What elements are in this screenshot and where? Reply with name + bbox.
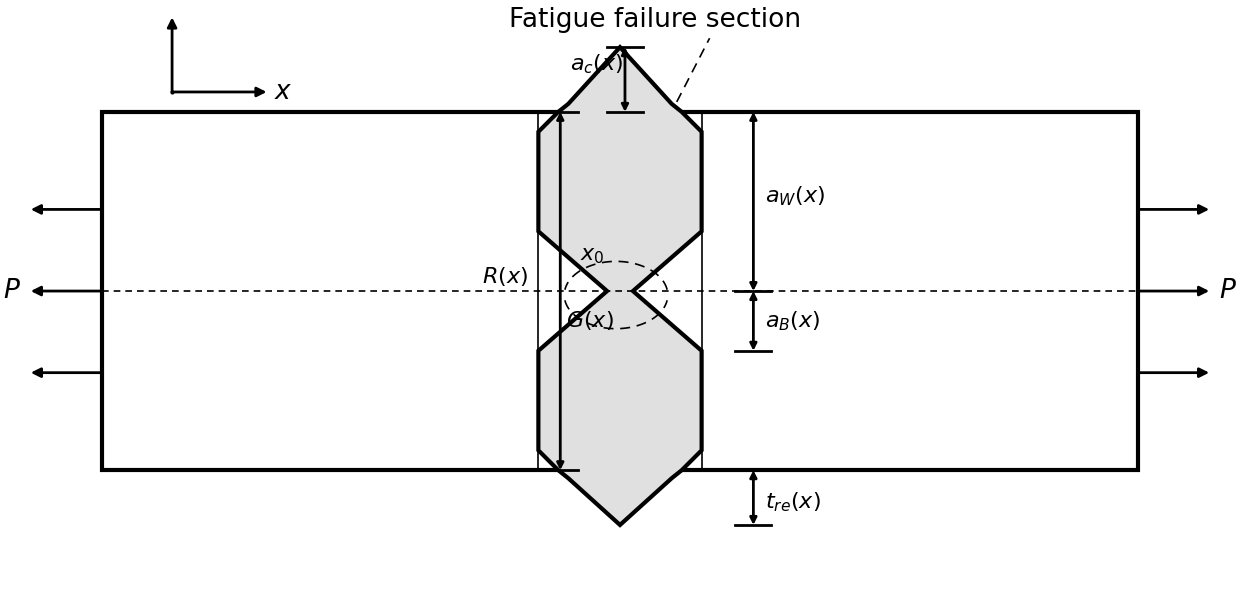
- Text: $R(x)$: $R(x)$: [482, 264, 528, 288]
- Text: $a_W(x)$: $a_W(x)$: [765, 185, 826, 209]
- Text: $x_0$: $x_0$: [580, 246, 604, 266]
- Text: $t_{re}(x)$: $t_{re}(x)$: [765, 491, 821, 514]
- Text: Fatigue failure section: Fatigue failure section: [508, 7, 801, 33]
- Text: $P$: $P$: [2, 278, 21, 304]
- Text: $x$: $x$: [274, 79, 293, 105]
- Bar: [103, 112, 1137, 470]
- Text: $G(x)$: $G(x)$: [567, 310, 614, 332]
- Text: $P$: $P$: [1219, 278, 1238, 304]
- Text: $a_B(x)$: $a_B(x)$: [765, 309, 821, 333]
- Text: $a_c(x)$: $a_c(x)$: [570, 52, 624, 76]
- Polygon shape: [538, 47, 702, 525]
